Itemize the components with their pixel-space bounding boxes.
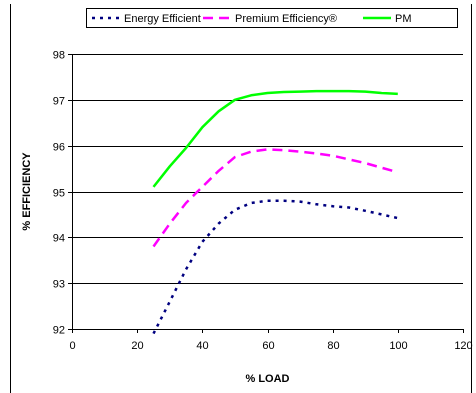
series-line-1 xyxy=(152,199,399,335)
series-line-3 xyxy=(152,89,398,188)
legend-box xyxy=(86,8,458,28)
y-tick-label: 98 xyxy=(53,50,65,62)
y-tick-label: 94 xyxy=(53,233,65,245)
x-tick-label: 60 xyxy=(262,340,274,352)
series-line-2 xyxy=(152,148,399,248)
x-tick-label: 120 xyxy=(454,340,472,352)
legend: Energy Efficient Premium Efficiency® PM xyxy=(86,8,458,28)
y-tick-label: 93 xyxy=(53,279,65,291)
x-tick-label: 80 xyxy=(327,340,339,352)
y-axis-title: % EFFICIENCY xyxy=(21,152,33,231)
x-tick-label: 40 xyxy=(196,340,208,352)
y-tick-label: 92 xyxy=(53,325,65,337)
y-tick-label: 96 xyxy=(53,142,65,154)
legend-label-1: Energy Efficient xyxy=(124,13,201,25)
axes: 92 93 94 95 96 97 98 0 20 40 60 80 100 120 xyxy=(53,50,473,353)
y-tick-label: 95 xyxy=(53,188,65,200)
x-tick-label: 0 xyxy=(69,340,75,352)
x-tick-label: 100 xyxy=(389,340,407,352)
series-lines xyxy=(152,89,399,335)
legend-label-2: Premium Efficiency® xyxy=(235,13,337,25)
legend-label-3: PM xyxy=(395,13,412,25)
y-tick-label: 97 xyxy=(53,96,65,108)
x-axis-title: % LOAD xyxy=(246,373,290,385)
x-tick-label: 20 xyxy=(131,340,143,352)
